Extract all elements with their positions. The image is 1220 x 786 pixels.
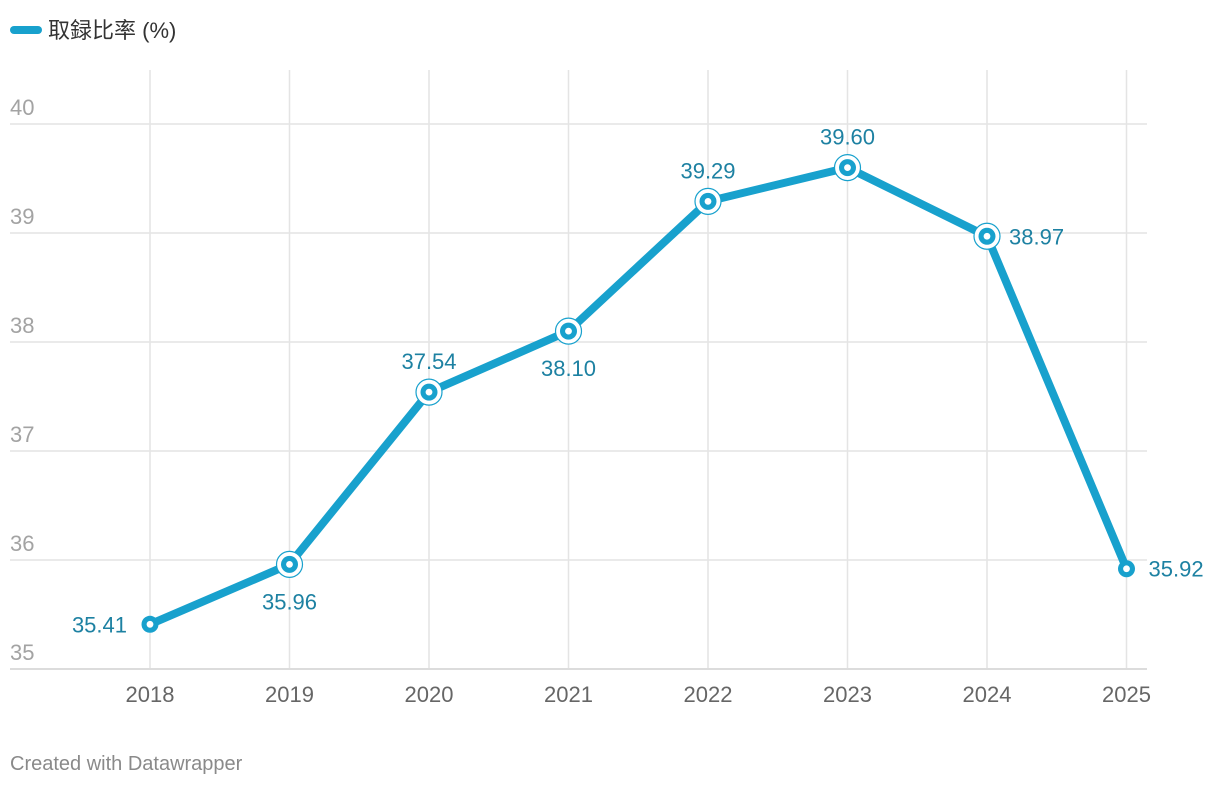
data-label: 39.60 (820, 125, 875, 150)
x-tick-label: 2025 (1102, 682, 1151, 707)
data-point (141, 615, 159, 633)
data-label: 35.92 (1149, 557, 1204, 582)
data-point (973, 222, 1001, 250)
x-tick-label: 2019 (265, 682, 314, 707)
x-tick-label: 2024 (963, 682, 1012, 707)
data-point (694, 187, 722, 215)
data-points (141, 154, 1135, 633)
x-gridlines (149, 70, 1128, 668)
x-tick-label: 2020 (405, 682, 454, 707)
data-label: 35.41 (72, 612, 127, 637)
data-point (833, 154, 862, 182)
y-tick-label: 36 (10, 531, 34, 556)
data-label: 38.10 (541, 356, 596, 381)
data-label: 38.97 (1009, 224, 1064, 249)
y-tick-label: 37 (10, 422, 34, 447)
footer-credit: Created with Datawrapper (10, 753, 243, 775)
data-point (1118, 560, 1135, 578)
data-label: 35.96 (262, 589, 317, 614)
data-point (415, 378, 443, 406)
y-axis-ticks: 35 36 37 38 39 40 (10, 95, 34, 665)
data-label: 37.54 (401, 349, 456, 374)
x-axis-ticks: 2018 2019 2020 2021 2022 2023 2024 2025 (126, 682, 1151, 707)
y-tick-label: 35 (10, 640, 34, 665)
y-tick-label: 39 (10, 204, 34, 229)
legend-label: 取録比率 (%) (48, 18, 176, 43)
legend: 取録比率 (%) (10, 18, 176, 43)
data-point (275, 550, 304, 578)
series-line-group (146, 163, 1131, 629)
data-point (554, 317, 583, 345)
y-tick-label: 40 (10, 95, 34, 120)
x-tick-label: 2022 (684, 682, 733, 707)
x-tick-label: 2021 (544, 682, 593, 707)
y-gridlines (10, 123, 1147, 670)
series-line (146, 163, 1131, 629)
x-tick-label: 2018 (126, 682, 175, 707)
x-tick-label: 2023 (823, 682, 872, 707)
legend-swatch (10, 26, 42, 34)
y-tick-label: 38 (10, 313, 34, 338)
data-labels: 35.41 35.96 37.54 38.10 39.29 39.60 38.97 35.92 (72, 125, 1204, 638)
data-label: 39.29 (680, 158, 735, 183)
